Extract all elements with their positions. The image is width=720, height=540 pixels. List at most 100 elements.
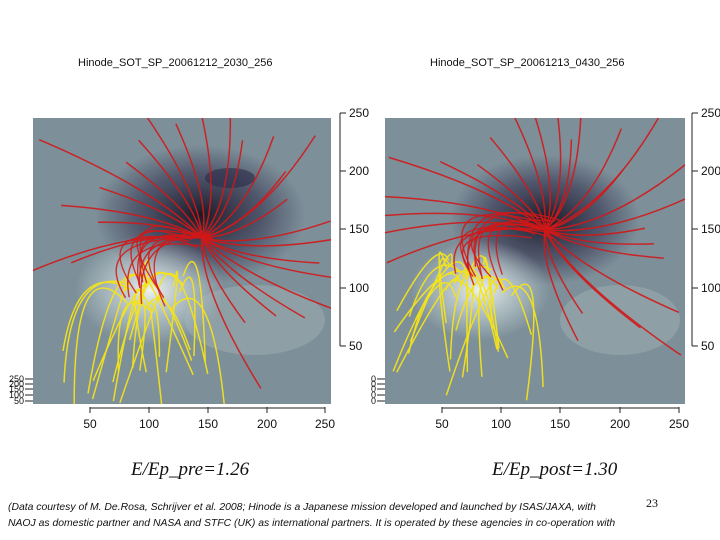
field-line-open xyxy=(543,229,579,342)
field-line-closed xyxy=(396,277,462,373)
field-line-open xyxy=(201,237,306,319)
x-tick-label: 150 xyxy=(198,417,218,430)
field-line-closed xyxy=(171,297,225,404)
field-line-closed xyxy=(117,301,151,373)
field-line-closed xyxy=(123,273,193,361)
field-line-open xyxy=(201,237,262,389)
field-line-open xyxy=(544,229,664,259)
y-tick-label: 50 xyxy=(701,339,715,353)
field-line-closed xyxy=(408,264,462,317)
field-line-open xyxy=(385,221,546,234)
field-line-closed xyxy=(165,270,179,373)
strip-tick-label: 0 xyxy=(371,390,376,400)
panel-title-right: Hinode_SOT_SP_20061213_0430_256 xyxy=(430,57,625,69)
field-line-closed xyxy=(132,300,146,371)
field-line-closed xyxy=(148,305,163,404)
field-line-open xyxy=(439,161,546,231)
field-line-closed xyxy=(73,287,129,404)
y-tick-label: 200 xyxy=(349,164,369,178)
field-line-closed xyxy=(131,272,185,369)
strip-tick-label: 150 xyxy=(9,384,24,394)
field-line-open xyxy=(201,237,246,324)
field-line-open xyxy=(544,169,624,231)
field-line-open xyxy=(201,140,244,239)
page-number: 23 xyxy=(646,496,658,510)
field-line-open xyxy=(476,164,546,231)
field-line-open xyxy=(38,138,203,239)
field-line-open xyxy=(201,118,232,239)
x-tick-label: 250 xyxy=(669,417,689,430)
field-line-open xyxy=(125,161,203,239)
field-line-open xyxy=(146,118,203,239)
field-line-open xyxy=(138,139,203,239)
field-line-connecting xyxy=(139,225,198,284)
field-line-open xyxy=(201,237,277,317)
field-line-connecting xyxy=(466,211,549,271)
field-line-open xyxy=(489,136,546,231)
field-line-closed xyxy=(409,253,453,342)
strip-tick-label: 50 xyxy=(14,396,24,406)
x-tick-label: 100 xyxy=(139,417,159,430)
strip-tick-label: 0 xyxy=(371,379,376,389)
field-line-closed xyxy=(157,273,209,375)
field-line-open xyxy=(61,204,203,239)
field-line-connecting xyxy=(495,223,539,275)
field-line-closed xyxy=(143,302,161,357)
field-line-open xyxy=(544,118,582,231)
field-line-open xyxy=(201,220,331,242)
field-line-closed xyxy=(396,253,450,312)
field-line-closed xyxy=(466,255,492,323)
strip-tick-label: 0 xyxy=(371,384,376,394)
field-line-open xyxy=(514,118,547,231)
field-line-closed xyxy=(134,288,150,373)
strip-tick-label: 0 xyxy=(371,374,376,384)
field-line-closed xyxy=(453,267,500,352)
field-line-closed xyxy=(91,282,128,400)
panel-title-left: Hinode_SOT_SP_20061212_2030_256 xyxy=(78,57,273,69)
field-line-closed xyxy=(178,276,196,357)
footer-line-2: NAOJ as domestic partner and NASA and ST… xyxy=(8,518,616,529)
field-line-connecting xyxy=(473,226,555,276)
field-line-open xyxy=(201,136,275,239)
field-line-open xyxy=(544,229,641,329)
field-line-closed xyxy=(466,280,469,373)
field-line-open xyxy=(544,128,623,231)
strip-tick-label: 200 xyxy=(9,379,24,389)
y-tick-label: 150 xyxy=(349,222,369,236)
field-line-open xyxy=(201,237,331,279)
x-tick-label: 200 xyxy=(610,417,630,430)
y-tick-label: 200 xyxy=(701,164,720,178)
field-line-open xyxy=(201,171,287,239)
strip-tick-label: 250 xyxy=(9,374,24,384)
field-line-open xyxy=(544,118,562,231)
strip-tick-label: 100 xyxy=(9,390,24,400)
field-line-closed xyxy=(182,261,206,362)
field-line-connecting xyxy=(139,236,198,283)
strip-tick-label: 0 xyxy=(371,396,376,406)
field-line-open xyxy=(201,118,212,239)
field-line-closed xyxy=(501,285,544,388)
x-tick-label: 250 xyxy=(315,417,335,430)
field-line-connecting xyxy=(487,221,535,291)
x-tick-label: 50 xyxy=(83,417,97,430)
field-line-open xyxy=(201,237,331,247)
y-tick-label: 250 xyxy=(701,106,720,120)
magnetogram-left: 50 100 150 200 25050100150200250250200150100… xyxy=(9,106,369,430)
field-line-connecting xyxy=(147,235,202,299)
field-line-connecting xyxy=(130,230,214,281)
field-line-open xyxy=(544,227,646,236)
x-tick-label: 200 xyxy=(257,417,277,430)
field-line-connecting xyxy=(474,212,560,268)
field-line-open xyxy=(544,229,679,314)
field-line-closed xyxy=(62,281,132,352)
field-line-open xyxy=(201,237,320,264)
field-line-closed xyxy=(449,265,493,360)
x-tick-label: 150 xyxy=(550,417,570,430)
y-tick-label: 100 xyxy=(349,281,369,295)
x-tick-label: 50 xyxy=(435,417,449,430)
y-tick-label: 150 xyxy=(701,222,720,236)
x-tick-label: 100 xyxy=(491,417,511,430)
footer-line-1: (Data courtesy of M. De.Rosa, Schrijver … xyxy=(8,502,596,513)
field-line-connecting xyxy=(453,228,560,275)
